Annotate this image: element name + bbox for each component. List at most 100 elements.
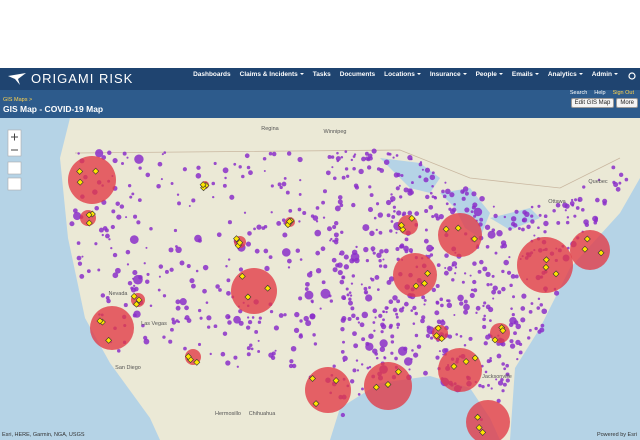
case-dot[interactable]: [298, 334, 304, 339]
case-dot[interactable]: [312, 215, 319, 221]
case-dot[interactable]: [442, 353, 445, 356]
case-dot[interactable]: [129, 235, 139, 244]
case-dot[interactable]: [305, 320, 312, 327]
case-dot[interactable]: [503, 259, 509, 266]
case-dot[interactable]: [537, 226, 540, 230]
case-dot[interactable]: [285, 190, 290, 195]
case-dot[interactable]: [505, 378, 510, 383]
case-dot[interactable]: [225, 360, 231, 366]
case-dot[interactable]: [119, 204, 125, 209]
case-dot[interactable]: [527, 336, 531, 340]
case-dot[interactable]: [112, 158, 118, 164]
case-dot[interactable]: [376, 288, 380, 292]
case-dot[interactable]: [404, 249, 409, 254]
case-dot[interactable]: [390, 340, 395, 344]
case-dot[interactable]: [225, 265, 228, 268]
case-dot[interactable]: [375, 356, 379, 360]
case-dot[interactable]: [372, 308, 378, 314]
case-dot[interactable]: [383, 159, 390, 165]
case-dot[interactable]: [340, 230, 344, 234]
case-dot[interactable]: [179, 260, 185, 266]
case-dot[interactable]: [438, 350, 441, 353]
case-dot[interactable]: [352, 155, 356, 158]
case-dot[interactable]: [418, 162, 423, 167]
case-dot[interactable]: [392, 156, 395, 159]
case-dot[interactable]: [382, 310, 385, 313]
case-dot[interactable]: [565, 220, 570, 225]
case-dot[interactable]: [459, 335, 463, 338]
case-dot[interactable]: [271, 151, 277, 157]
case-dot[interactable]: [528, 309, 533, 314]
case-dot[interactable]: [86, 269, 91, 274]
case-dot[interactable]: [337, 199, 343, 205]
case-dot[interactable]: [129, 195, 133, 199]
case-dot[interactable]: [183, 346, 187, 351]
case-dot[interactable]: [125, 216, 128, 219]
location-marker[interactable]: [421, 279, 428, 287]
case-dot[interactable]: [389, 229, 393, 233]
case-dot[interactable]: [482, 304, 485, 308]
hotspot[interactable]: [305, 367, 351, 413]
case-dot[interactable]: [521, 227, 525, 232]
case-dot[interactable]: [478, 383, 482, 388]
case-dot[interactable]: [451, 264, 455, 267]
case-dot[interactable]: [383, 248, 389, 254]
case-dot[interactable]: [442, 194, 447, 199]
case-dot[interactable]: [309, 313, 316, 320]
case-dot[interactable]: [396, 326, 399, 329]
case-dot[interactable]: [566, 216, 570, 219]
button[interactable]: Edit GIS Map: [570, 98, 615, 108]
case-dot[interactable]: [184, 305, 189, 311]
case-dot[interactable]: [538, 213, 542, 217]
case-dot[interactable]: [461, 196, 466, 201]
case-dot[interactable]: [175, 246, 182, 254]
case-dot[interactable]: [133, 284, 136, 288]
case-dot[interactable]: [454, 266, 458, 269]
location-marker[interactable]: [384, 381, 392, 388]
case-dot[interactable]: [379, 249, 384, 254]
case-dot[interactable]: [206, 325, 211, 329]
case-dot[interactable]: [116, 214, 122, 220]
location-marker[interactable]: [542, 256, 550, 264]
case-dot[interactable]: [364, 151, 369, 156]
case-dot[interactable]: [346, 293, 350, 297]
case-dot[interactable]: [501, 269, 505, 274]
case-dot[interactable]: [372, 321, 376, 324]
case-dot[interactable]: [101, 233, 104, 237]
case-dot[interactable]: [270, 211, 273, 214]
case-dot[interactable]: [361, 387, 364, 391]
case-dot[interactable]: [570, 198, 574, 202]
case-dot[interactable]: [295, 248, 301, 253]
case-dot[interactable]: [247, 319, 253, 325]
case-dot[interactable]: [446, 302, 453, 308]
case-dot[interactable]: [517, 227, 521, 231]
case-dot[interactable]: [333, 220, 339, 226]
case-dot[interactable]: [382, 318, 385, 322]
case-dot[interactable]: [227, 220, 232, 225]
case-dot[interactable]: [111, 209, 116, 214]
case-dot[interactable]: [425, 194, 430, 200]
case-dot[interactable]: [378, 259, 382, 263]
case-dot[interactable]: [374, 275, 380, 280]
case-dot[interactable]: [277, 182, 282, 187]
case-dot[interactable]: [369, 230, 375, 237]
case-dot[interactable]: [298, 193, 302, 196]
case-dot[interactable]: [126, 156, 129, 159]
case-dot[interactable]: [481, 384, 485, 389]
case-dot[interactable]: [352, 166, 356, 171]
case-dot[interactable]: [322, 189, 327, 194]
case-dot[interactable]: [431, 184, 434, 188]
case-dot[interactable]: [482, 317, 486, 322]
case-dot[interactable]: [320, 288, 331, 299]
location-marker[interactable]: [408, 214, 416, 222]
case-dot[interactable]: [483, 301, 487, 305]
case-dot[interactable]: [407, 155, 413, 161]
case-dot[interactable]: [349, 379, 355, 384]
case-dot[interactable]: [251, 316, 255, 319]
case-dot[interactable]: [332, 225, 337, 230]
case-dot[interactable]: [343, 264, 350, 270]
case-dot[interactable]: [537, 204, 541, 208]
button[interactable]: More: [616, 98, 638, 108]
case-dot[interactable]: [375, 202, 380, 206]
location-marker[interactable]: [96, 317, 104, 325]
